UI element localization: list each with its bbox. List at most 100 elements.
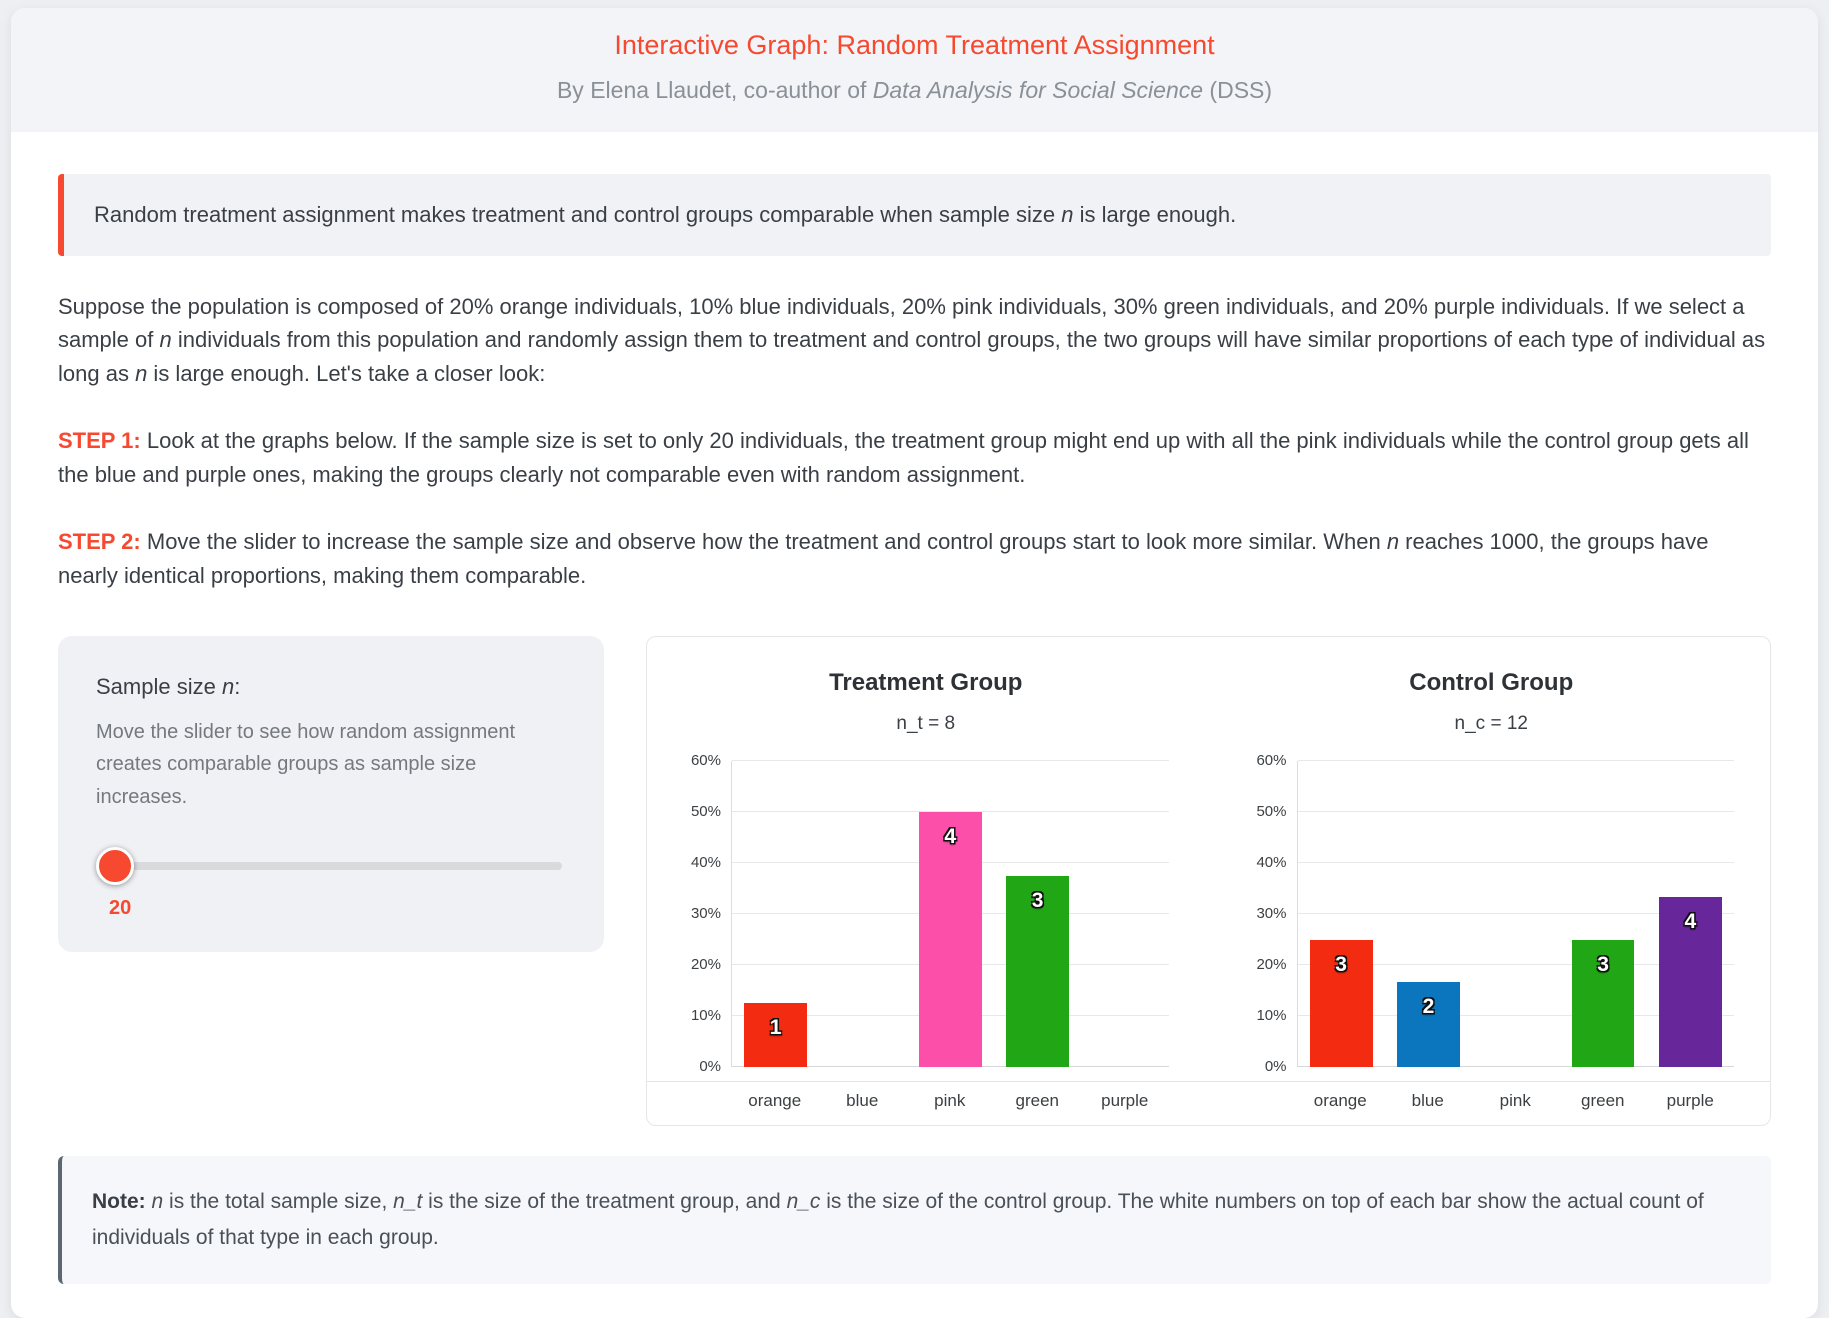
note-label: Note:: [92, 1190, 146, 1214]
slider-heading-text: Sample size: [96, 674, 222, 700]
main-card: Interactive Graph: Random Treatment Assi…: [11, 8, 1818, 1318]
sample-size-panel: Sample size n: Move the slider to see ho…: [58, 636, 604, 953]
treatment-chart-subtitle: n_t = 8: [896, 713, 956, 735]
slider-description: Move the slider to see how random assign…: [96, 721, 516, 808]
note-var-n: n: [151, 1190, 164, 1214]
byline-suffix: (DSS): [1203, 77, 1273, 103]
bar-slot-green: 3: [1559, 761, 1646, 1068]
y-tick-label-20%: 20%: [690, 956, 721, 974]
treatment-group-chart: Treatment Group n_t = 8 0% 10% 20% 30% 40% 50…: [683, 663, 1169, 1075]
intro-var-n-2: n: [135, 360, 148, 386]
y-tick-label-50%: 50%: [1256, 803, 1287, 821]
bar-slot-purple: [1081, 761, 1168, 1067]
slider-heading: Sample size n:: [96, 674, 566, 700]
category-label-purple: purple: [1101, 1091, 1149, 1111]
control-chart-body: 0% 10% 20% 30% 40% 50% 60% 3 2 3 4: [1249, 752, 1735, 1075]
gridline-50%: [732, 811, 1169, 813]
y-tick-label-60%: 60%: [690, 752, 721, 770]
bar-purple: 4: [1658, 897, 1722, 1068]
step-2-var-n: n: [1386, 529, 1400, 555]
control-y-axis: 0% 10% 20% 30% 40% 50% 60%: [1249, 752, 1297, 1075]
intro-var-n-1: n: [159, 327, 172, 353]
slider-heading-var-n: n: [221, 674, 235, 700]
bar-slot-pink: [1472, 761, 1559, 1067]
step-1-paragraph: STEP 1: Look at the graphs below. If the…: [58, 424, 1771, 491]
control-chart-subtitle: n_c = 12: [1454, 713, 1528, 735]
category-label-blue: blue: [1411, 1091, 1444, 1111]
step-2-text-end: reaches 1000, the groups have nearly ide…: [58, 529, 1709, 588]
page-header: Interactive Graph: Random Treatment Assi…: [11, 8, 1818, 132]
category-labels-row: orange blue pink green purple orange blue pink…: [683, 1082, 1734, 1111]
bar-slot-pink: 4: [907, 761, 994, 1068]
bar-count-label: 3: [1031, 888, 1044, 912]
byline-prefix: By Elena Llaudet, co-author of: [556, 77, 873, 103]
step-2-label: STEP 2:: [58, 529, 141, 555]
gridline-50%: [1297, 811, 1734, 813]
byline-book-title: Data Analysis for Social Science: [872, 77, 1204, 103]
gridline-30%: [1297, 913, 1734, 915]
key-point-callout: Random treatment assignment makes treatm…: [58, 174, 1771, 256]
control-plot-area: 3 2 3 4: [1296, 760, 1735, 1068]
bar-count-label: 1: [769, 1016, 782, 1040]
callout-var-n: n: [1061, 202, 1074, 227]
y-tick-label-0%: 0%: [1264, 1058, 1287, 1076]
slider-value: 20: [109, 897, 132, 920]
bars-layer: 3 2 3 4: [1298, 761, 1735, 1068]
y-tick-label-60%: 60%: [1256, 752, 1287, 770]
sample-size-slider[interactable]: [96, 847, 566, 886]
intro-text-3: is large enough. Let's take a closer loo…: [147, 360, 546, 386]
control-group-chart: Control Group n_c = 12 0% 10% 20% 30% 40% 50%…: [1249, 663, 1735, 1075]
bar-slot-blue: [819, 761, 906, 1067]
y-tick-label-10%: 10%: [690, 1007, 721, 1025]
bar-slot-green: 3: [994, 761, 1081, 1068]
bar-count-label: 2: [1422, 994, 1435, 1018]
gridline-60%: [732, 760, 1169, 762]
category-label-pink: pink: [934, 1091, 966, 1111]
bar-green: 3: [1571, 939, 1635, 1068]
y-tick-label-40%: 40%: [690, 854, 721, 872]
gridline-40%: [1297, 862, 1734, 864]
bar-orange: 1: [744, 1003, 808, 1068]
category-label-orange: orange: [1313, 1091, 1367, 1111]
category-label-green: green: [1015, 1091, 1059, 1111]
bar-count-label: 4: [1684, 910, 1697, 934]
y-tick-label-40%: 40%: [1256, 854, 1287, 872]
step-1-text: Look at the graphs below. If the sample …: [58, 428, 1749, 487]
bar-count-label: 3: [1335, 952, 1347, 976]
slider-track[interactable]: [96, 862, 562, 871]
bar-blue: 2: [1397, 981, 1460, 1068]
category-label-blue: blue: [846, 1091, 879, 1111]
bar-count-label: 3: [1597, 952, 1609, 976]
bar-slot-purple: 4: [1647, 761, 1734, 1068]
note-text-2: is the total sample size,: [163, 1190, 394, 1214]
gridline-60%: [1297, 760, 1734, 762]
gridline-0%: [1297, 1066, 1734, 1068]
treatment-plot-area: 1 4 3: [731, 760, 1169, 1068]
control-chart-title: Control Group: [1409, 669, 1574, 697]
step-2-text: Move the slider to increase the sample s…: [140, 529, 1387, 555]
bar-pink: 4: [918, 812, 982, 1068]
note-text-3: is the size of the treatment group, and: [422, 1190, 787, 1214]
category-label-purple: purple: [1666, 1091, 1714, 1111]
slider-heading-colon: :: [234, 674, 241, 700]
note-var-nt: n_t: [393, 1190, 423, 1214]
bars-layer: 1 4 3: [732, 761, 1169, 1068]
y-tick-label-0%: 0%: [699, 1058, 721, 1076]
slider-thumb[interactable]: [96, 847, 134, 886]
callout-text: Random treatment assignment makes treatm…: [94, 202, 1062, 227]
x-axis-rule: [647, 1081, 1770, 1083]
bar-count-label: 4: [944, 825, 957, 849]
charts-panel: Treatment Group n_t = 8 0% 10% 20% 30% 40% 50…: [646, 636, 1771, 1127]
note-box: Note: n is the total sample size, n_t is…: [58, 1156, 1771, 1285]
bar-slot-blue: 2: [1385, 761, 1472, 1068]
gridline-10%: [1297, 1015, 1734, 1017]
intro-text-2: individuals from this population and ran…: [58, 327, 1766, 386]
step-1-label: STEP 1:: [58, 428, 141, 454]
controls-and-charts-row: Sample size n: Move the slider to see ho…: [58, 636, 1771, 1127]
charts-row: Treatment Group n_t = 8 0% 10% 20% 30% 40% 50…: [683, 663, 1735, 1075]
y-tick-label-30%: 30%: [690, 905, 721, 923]
step-2-paragraph: STEP 2: Move the slider to increase the …: [58, 525, 1771, 592]
category-label-pink: pink: [1499, 1091, 1531, 1111]
treatment-category-labels: orange blue pink green purple: [683, 1091, 1169, 1111]
bar-green: 3: [1006, 875, 1069, 1068]
